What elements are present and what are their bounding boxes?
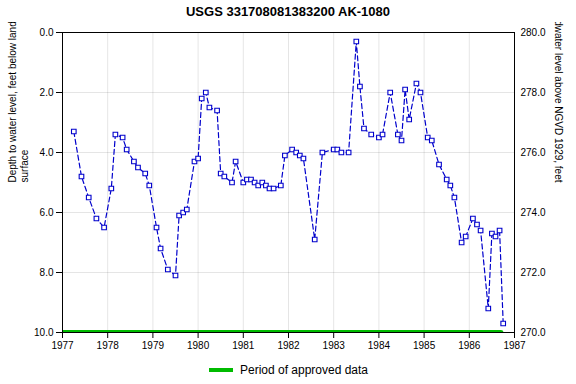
- svg-text:1982: 1982: [277, 340, 300, 351]
- svg-text:8.0: 8.0: [40, 267, 54, 278]
- svg-text:1981: 1981: [232, 340, 255, 351]
- svg-text:10.0: 10.0: [34, 327, 54, 338]
- svg-text:280.0: 280.0: [521, 27, 546, 38]
- svg-text:4.0: 4.0: [40, 147, 54, 158]
- svg-text:1985: 1985: [413, 340, 436, 351]
- svg-text:1983: 1983: [323, 340, 346, 351]
- svg-text:6.0: 6.0: [40, 207, 54, 218]
- svg-text:1984: 1984: [368, 340, 391, 351]
- svg-text:Groundwater level above NGVD 1: Groundwater level above NGVD 1929, feet: [553, 22, 564, 183]
- html-text:Period of approved data: Period of approved data: [240, 363, 368, 377]
- svg-text:2.0: 2.0: [40, 87, 54, 98]
- svg-text:1977: 1977: [51, 340, 74, 351]
- svg-text:274.0: 274.0: [521, 207, 546, 218]
- svg-text:1979: 1979: [142, 340, 165, 351]
- svg-text:278.0: 278.0: [521, 87, 546, 98]
- svg-text:1980: 1980: [187, 340, 210, 351]
- svg-text:270.0: 270.0: [521, 327, 546, 338]
- svg-text:276.0: 276.0: [521, 147, 546, 158]
- svg-text:Depth to water level, feet bel: Depth to water level, feet below landsur…: [7, 22, 30, 183]
- svg-text:1987: 1987: [503, 340, 526, 351]
- svg-text:272.0: 272.0: [521, 267, 546, 278]
- svg-text:0.0: 0.0: [40, 27, 54, 38]
- html-text:USGS 331708081383200 AK-1080: USGS 331708081383200 AK-1080: [186, 4, 390, 19]
- svg-text:1978: 1978: [97, 340, 120, 351]
- svg-text:1986: 1986: [458, 340, 481, 351]
